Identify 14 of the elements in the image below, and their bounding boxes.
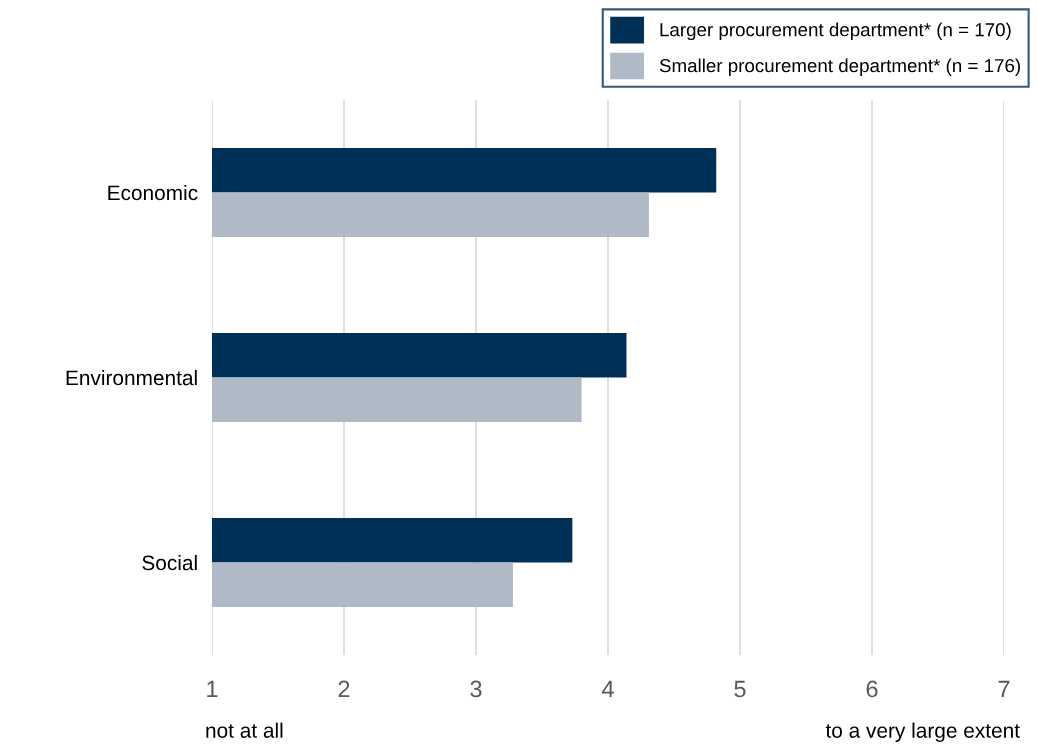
x-tick-label: 4 (601, 680, 614, 698)
legend-label: Smaller procurement department* (n = 176) (659, 58, 1020, 76)
x-tick-label: 1 (207, 680, 218, 698)
y-tick-label: Environmental (66, 369, 197, 386)
text: to a very large extent (825, 722, 1020, 742)
x-tick-label: 3 (470, 680, 482, 698)
x-tick-label: 2 (338, 680, 350, 698)
y-tick-label: Social (142, 554, 197, 571)
x-tick-label: 6 (866, 680, 878, 698)
x-tick-label: 7 (998, 680, 1010, 698)
y-tick-label: Economic (108, 184, 198, 201)
legend-label: Larger procurement department* (n = 170) (660, 22, 1011, 41)
x-tick-label: 5 (734, 680, 746, 698)
text: not at all (206, 722, 283, 738)
